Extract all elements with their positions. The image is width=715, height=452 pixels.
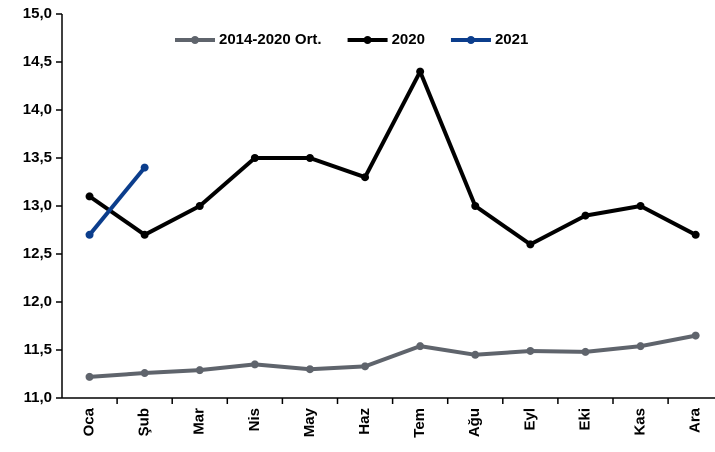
data-point xyxy=(581,211,590,220)
x-tick-label: Mar xyxy=(191,408,208,435)
y-tick-label: 11,0 xyxy=(24,389,52,406)
x-tick-label: Oca xyxy=(81,407,98,436)
x-tick-label: Ağu xyxy=(466,408,483,437)
data-point xyxy=(361,362,370,371)
data-point xyxy=(471,202,480,210)
legend-label: 2014-2020 Ort. xyxy=(219,31,322,48)
x-tick-label: Şub xyxy=(136,408,153,436)
data-point xyxy=(416,342,425,351)
data-point xyxy=(581,347,590,356)
y-tick-label: 12,5 xyxy=(23,245,52,262)
y-tick-label: 14,0 xyxy=(23,101,52,118)
data-point xyxy=(250,360,259,369)
legend-label: 2021 xyxy=(495,31,528,48)
y-tick-label: 12,0 xyxy=(23,293,52,310)
x-tick-label: Nis xyxy=(246,408,263,431)
data-point xyxy=(195,366,204,375)
x-tick-label: Eyl xyxy=(521,408,538,431)
y-tick-label: 13,0 xyxy=(23,197,52,214)
series-line xyxy=(89,333,697,379)
y-tick-label: 13,5 xyxy=(23,149,52,166)
data-point xyxy=(140,163,149,172)
legend-label: 2020 xyxy=(392,31,425,48)
data-point xyxy=(691,331,700,340)
data-point xyxy=(85,230,94,239)
series-line xyxy=(88,166,147,237)
data-point xyxy=(140,230,149,239)
legend-marker xyxy=(363,36,372,44)
data-point xyxy=(85,192,94,201)
x-tick-label: Haz xyxy=(356,408,373,435)
y-tick-label: 11,5 xyxy=(24,341,52,358)
data-point xyxy=(526,346,535,355)
data-point xyxy=(636,202,645,210)
data-point xyxy=(85,372,94,381)
data-point xyxy=(636,342,645,351)
legend-marker xyxy=(191,36,199,44)
data-point xyxy=(305,365,314,374)
x-tick-label: Kas xyxy=(632,408,649,436)
y-tick-label: 14,5 xyxy=(23,53,52,70)
series-line xyxy=(88,69,697,247)
data-point xyxy=(526,240,535,249)
data-point xyxy=(416,67,425,76)
data-point xyxy=(195,202,204,210)
legend-marker xyxy=(466,36,475,44)
data-point xyxy=(361,173,370,182)
data-point xyxy=(140,369,149,378)
data-point xyxy=(691,230,700,239)
x-tick-label: Tem xyxy=(411,408,428,438)
x-tick-label: Ara xyxy=(687,407,704,433)
data-point xyxy=(250,154,259,162)
data-point xyxy=(305,154,314,162)
y-tick-label: 15,0 xyxy=(23,5,52,22)
data-point xyxy=(471,350,480,359)
x-tick-label: May xyxy=(301,407,318,437)
x-tick-label: Eki xyxy=(576,408,593,431)
